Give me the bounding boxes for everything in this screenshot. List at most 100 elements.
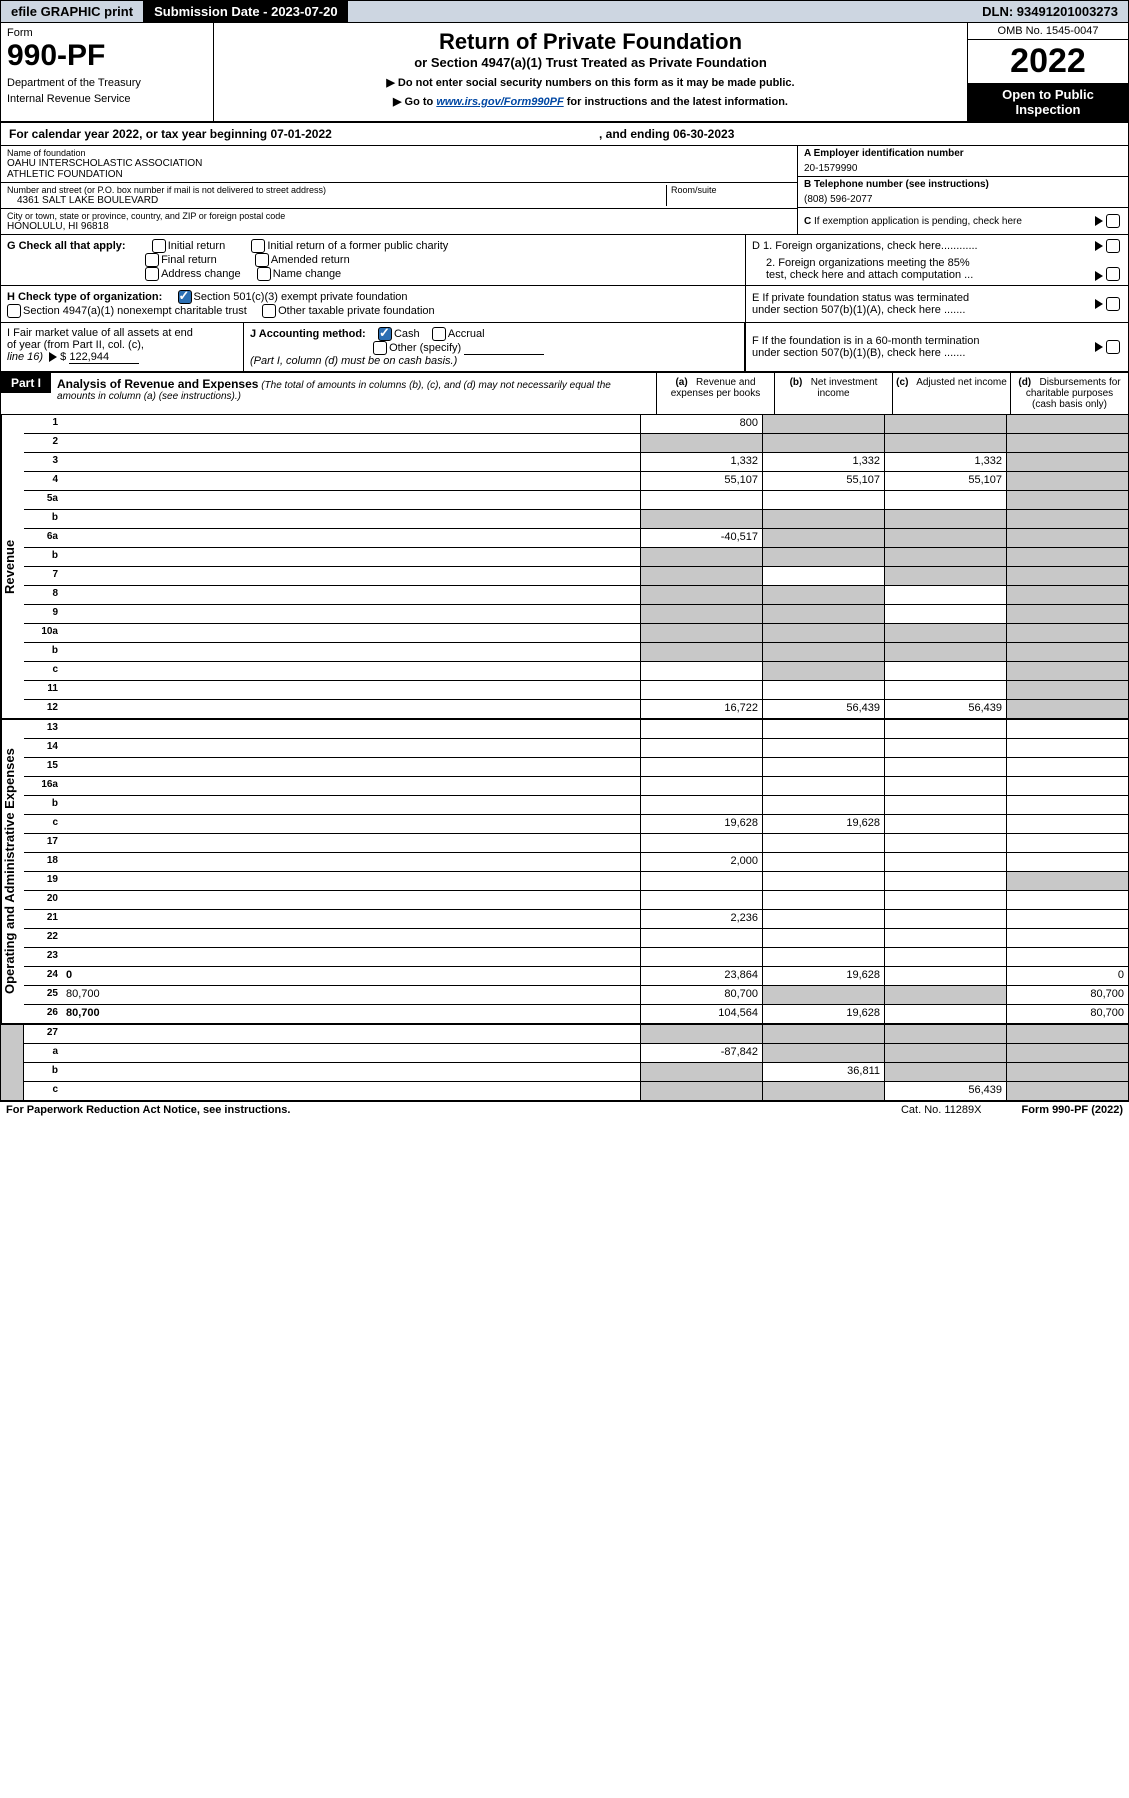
- row-desc: [62, 415, 640, 433]
- d1-checkbox[interactable]: [1106, 239, 1120, 253]
- cell-b: [762, 1082, 884, 1100]
- title-sub: or Section 4947(a)(1) Trust Treated as P…: [224, 55, 957, 70]
- cell-d: [1006, 700, 1128, 718]
- form-link[interactable]: www.irs.gov/Form990PF: [436, 96, 563, 108]
- g-d-row: G Check all that apply: Initial return I…: [0, 235, 1129, 286]
- cell-c: [884, 624, 1006, 642]
- cell-a: [640, 1025, 762, 1043]
- row-number: 8: [24, 586, 62, 604]
- j-cash-checkbox[interactable]: [378, 327, 392, 341]
- row-desc: [62, 929, 640, 947]
- h-e-row: H Check type of organization: Section 50…: [0, 286, 1129, 323]
- row-desc: 80,700: [62, 986, 640, 1004]
- g-initial-checkbox[interactable]: [152, 239, 166, 253]
- cell-a: -87,842: [640, 1044, 762, 1062]
- arrow-icon: [49, 352, 57, 362]
- row-number: 20: [24, 891, 62, 909]
- name-label: Name of foundation: [7, 148, 791, 158]
- g-final-checkbox[interactable]: [145, 253, 159, 267]
- cell-a: 23,864: [640, 967, 762, 985]
- row-number: 16a: [24, 777, 62, 795]
- ein-value: 20-1579990: [804, 159, 1122, 174]
- cell-d: [1006, 1082, 1128, 1100]
- row-number: c: [24, 662, 62, 680]
- cell-d: [1006, 758, 1128, 776]
- row-desc: [62, 891, 640, 909]
- table-row: a-87,842: [24, 1044, 1128, 1063]
- g-name-checkbox[interactable]: [257, 267, 271, 281]
- g-amended-checkbox[interactable]: [255, 253, 269, 267]
- row-desc: [62, 758, 640, 776]
- h-501c3-checkbox[interactable]: [178, 290, 192, 304]
- j-other-checkbox[interactable]: [373, 341, 387, 355]
- h-label: H Check type of organization:: [7, 291, 162, 303]
- cell-a: 2,000: [640, 853, 762, 871]
- h-4947-checkbox[interactable]: [7, 304, 21, 318]
- h-o1: Section 501(c)(3) exempt private foundat…: [194, 291, 408, 303]
- table-row: 19: [24, 872, 1128, 891]
- e-checkbox[interactable]: [1106, 297, 1120, 311]
- j-accrual-checkbox[interactable]: [432, 327, 446, 341]
- cell-d: [1006, 910, 1128, 928]
- cell-c: [884, 758, 1006, 776]
- title-main: Return of Private Foundation: [224, 29, 957, 55]
- cell-a: -40,517: [640, 529, 762, 547]
- cell-b: [762, 777, 884, 795]
- cell-b: [762, 739, 884, 757]
- row-number: 26: [24, 1005, 62, 1023]
- cell-c: 56,439: [884, 1082, 1006, 1100]
- row-desc: [62, 529, 640, 547]
- row-number: 14: [24, 739, 62, 757]
- cell-d: [1006, 929, 1128, 947]
- cell-a: 16,722: [640, 700, 762, 718]
- cell-c: [884, 834, 1006, 852]
- cell-a: [640, 1063, 762, 1081]
- part1-title: Analysis of Revenue and Expenses: [57, 377, 258, 391]
- cell-b: [762, 1025, 884, 1043]
- row-number: c: [24, 815, 62, 833]
- row-desc: [62, 681, 640, 699]
- cell-a: [640, 948, 762, 966]
- cell-a: [640, 491, 762, 509]
- d2-checkbox[interactable]: [1106, 267, 1120, 281]
- g-addr-checkbox[interactable]: [145, 267, 159, 281]
- g-initial-former-checkbox[interactable]: [251, 239, 265, 253]
- cell-b: [762, 681, 884, 699]
- expenses-table: Operating and Administrative Expenses 13…: [0, 720, 1129, 1025]
- revenue-table: Revenue 1800231,3321,3321,332455,10755,1…: [0, 415, 1129, 720]
- cell-b: [762, 872, 884, 890]
- table-row: 2580,70080,70080,700: [24, 986, 1128, 1005]
- row-number: b: [24, 796, 62, 814]
- arrow-icon: [1095, 216, 1103, 226]
- cell-d: [1006, 815, 1128, 833]
- h-other-checkbox[interactable]: [262, 304, 276, 318]
- table-row: 1216,72256,43956,439: [24, 700, 1128, 718]
- phone-label: B Telephone number (see instructions): [804, 179, 1122, 190]
- table-row: 2: [24, 434, 1128, 453]
- calendar-t1: For calendar year 2022, or tax year begi…: [9, 127, 599, 141]
- cell-b: [762, 548, 884, 566]
- i-l2: of year (from Part II, col. (c),: [7, 339, 237, 351]
- table-row: c: [24, 662, 1128, 681]
- row-number: 10a: [24, 624, 62, 642]
- cell-d: [1006, 415, 1128, 433]
- table-row: 10a: [24, 624, 1128, 643]
- phone-value: (808) 596-2077: [804, 190, 1122, 205]
- row-desc: [62, 453, 640, 471]
- cell-b: [762, 853, 884, 871]
- table-row: 8: [24, 586, 1128, 605]
- part1-header: Part I Analysis of Revenue and Expenses …: [0, 373, 1129, 415]
- g-o5: Address change: [161, 268, 241, 280]
- city-value: HONOLULU, HI 96818: [7, 221, 791, 232]
- efile-btn[interactable]: efile GRAPHIC print: [1, 1, 144, 22]
- cell-a: [640, 758, 762, 776]
- table-row: c56,439: [24, 1082, 1128, 1100]
- i-l3: line 16) $ 122,944: [7, 351, 237, 364]
- c-checkbox[interactable]: [1106, 214, 1120, 228]
- final-vlabel-grey: [1, 1025, 24, 1100]
- row-desc: [62, 700, 640, 718]
- form-number: 990-PF: [7, 39, 207, 73]
- row-number: 5a: [24, 491, 62, 509]
- f-checkbox[interactable]: [1106, 340, 1120, 354]
- cell-d: 80,700: [1006, 986, 1128, 1004]
